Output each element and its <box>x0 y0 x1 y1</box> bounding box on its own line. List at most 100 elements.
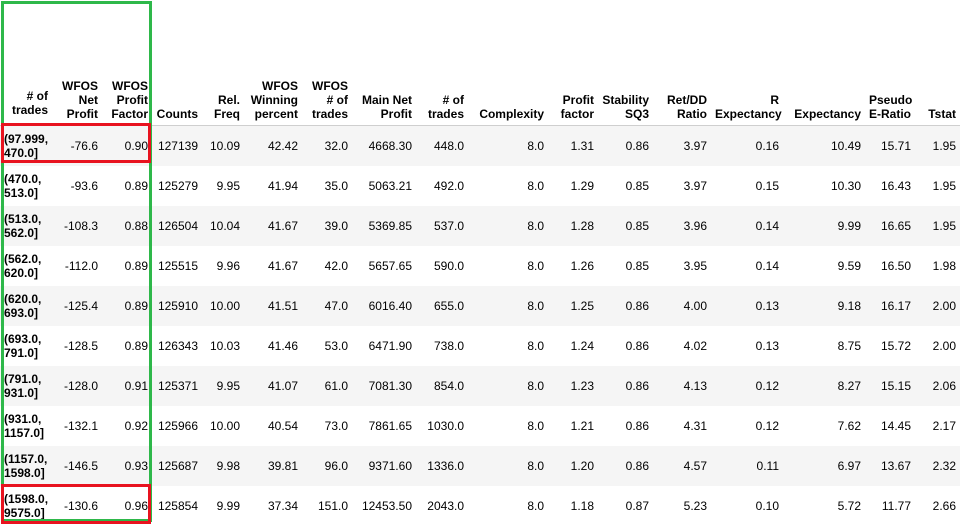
table-cell: 42.42 <box>267 138 298 153</box>
table-cell: 39.0 <box>324 218 348 233</box>
column-header[interactable]: Stability SQ3 <box>598 0 653 126</box>
row-index-label: (931.0, 1157.0] <box>4 411 45 440</box>
table-cell: 125371 <box>157 378 198 393</box>
table-cell: 0.85 <box>625 258 649 273</box>
table-cell: 0.85 <box>625 218 649 233</box>
table-cell: -128.0 <box>63 378 98 393</box>
table-cell: 854.0 <box>433 378 464 393</box>
column-header[interactable]: Complexity <box>468 0 548 126</box>
column-header[interactable]: R Expectancy <box>711 0 783 126</box>
table-cell: 738.0 <box>433 338 464 353</box>
column-header[interactable]: # of trades <box>416 0 468 126</box>
table-cell: 10.00 <box>209 418 240 433</box>
table-cell: 47.0 <box>324 298 348 313</box>
table-cell: 5063.21 <box>368 178 412 193</box>
table-cell: 15.71 <box>880 138 911 153</box>
table-row[interactable]: (97.999, 470.0] -76.6 0.90 127139 10.09 42.42… <box>0 125 960 166</box>
table-cell: 42.0 <box>324 258 348 273</box>
column-header[interactable]: Ret/DD Ratio <box>653 0 711 126</box>
table-cell: 8.0 <box>527 138 544 153</box>
column-header[interactable]: WFOS Net Profit <box>52 0 102 126</box>
table-cell: 8.75 <box>837 338 861 353</box>
table-cell: 1336.0 <box>427 458 464 473</box>
table-row[interactable]: (562.0, 620.0] -112.0 0.89 125515 9.96 41.67 4… <box>0 245 960 286</box>
table-cell: 9.96 <box>216 258 240 273</box>
table-cell: 4.31 <box>683 418 707 433</box>
table-cell: 12453.50 <box>361 498 412 513</box>
column-header[interactable]: Counts <box>152 0 202 126</box>
table-cell: 1.98 <box>932 258 956 273</box>
table-cell: 0.87 <box>625 498 649 513</box>
column-header[interactable]: WFOS # of trades <box>302 0 352 126</box>
row-index-label: (562.0, 620.0] <box>4 251 42 280</box>
column-header[interactable]: Expectancy <box>783 0 865 126</box>
column-header[interactable]: Main Net Profit <box>352 0 416 126</box>
table-cell: -112.0 <box>64 258 98 273</box>
table-cell: 5.72 <box>837 498 861 513</box>
table-cell: 0.86 <box>625 338 649 353</box>
table-cell: 73.0 <box>324 418 348 433</box>
column-header[interactable]: Profit factor <box>548 0 598 126</box>
table-cell: 4.02 <box>683 338 707 353</box>
table-cell: 9.18 <box>837 298 861 313</box>
table-cell: 2.00 <box>932 338 956 353</box>
table-row[interactable]: (620.0, 693.0] -125.4 0.89 125910 10.00 41.51… <box>0 285 960 326</box>
table-cell: 96.0 <box>324 458 348 473</box>
table-cell: 4.00 <box>683 298 707 313</box>
table-row[interactable]: (931.0, 1157.0] -132.1 0.92 125966 10.00 40.5… <box>0 405 960 446</box>
table-row[interactable]: (1598.0, 9575.0] -130.6 0.96 125854 9.99 37.3… <box>0 485 960 526</box>
table-cell: 10.00 <box>209 298 240 313</box>
table-cell: 125515 <box>157 258 198 273</box>
table-cell: 655.0 <box>433 298 464 313</box>
column-header[interactable]: WFOS Profit Factor <box>102 0 152 126</box>
table-cell: 9.95 <box>216 378 240 393</box>
table-cell: 41.67 <box>267 258 298 273</box>
table-cell: 8.0 <box>527 218 544 233</box>
table-cell: 13.67 <box>880 458 911 473</box>
table-cell: 590.0 <box>433 258 464 273</box>
table-row[interactable]: (693.0, 791.0] -128.5 0.89 126343 10.03 41.46… <box>0 325 960 366</box>
row-index-label: (513.0, 562.0] <box>4 211 42 240</box>
table-cell: 0.88 <box>124 218 148 233</box>
table-cell: 9.98 <box>216 458 240 473</box>
row-index-label: (620.0, 693.0] <box>4 291 42 320</box>
table-cell: 0.93 <box>124 458 148 473</box>
table-cell: 5657.65 <box>368 258 412 273</box>
table-cell: 2.66 <box>932 498 956 513</box>
table-cell: 0.12 <box>755 418 779 433</box>
table-cell: 16.43 <box>880 178 911 193</box>
table-header: # of trades WFOS Net Profit WFOS Profit … <box>0 0 960 126</box>
table-cell: 0.14 <box>755 218 779 233</box>
table-cell: 9.99 <box>216 498 240 513</box>
table-cell: 5369.85 <box>368 218 412 233</box>
column-header[interactable]: Pseudo E-Ratio <box>865 0 915 126</box>
table-cell: 4.57 <box>683 458 707 473</box>
table-cell: 125279 <box>157 178 198 193</box>
table-cell: 9.95 <box>216 178 240 193</box>
index-column-header[interactable]: # of trades <box>0 0 52 126</box>
table-cell: 0.96 <box>124 498 148 513</box>
table-cell: 0.13 <box>755 338 779 353</box>
table-cell: 7081.30 <box>368 378 412 393</box>
table-row[interactable]: (1157.0, 1598.0] -146.5 0.93 125687 9.98 39.8… <box>0 445 960 486</box>
table-cell: 8.27 <box>837 378 861 393</box>
table-cell: 53.0 <box>324 338 348 353</box>
table-cell: 6471.90 <box>368 338 412 353</box>
table-cell: 125910 <box>157 298 198 313</box>
table-row[interactable]: (470.0, 513.0] -93.6 0.89 125279 9.95 41.94 35… <box>0 165 960 206</box>
column-header[interactable]: Rel. Freq <box>202 0 244 126</box>
table-cell: 9.59 <box>837 258 861 273</box>
table-cell: 125687 <box>157 458 198 473</box>
table-cell: 10.03 <box>209 338 240 353</box>
table-cell: 1.29 <box>570 178 594 193</box>
table-cell: 2043.0 <box>427 498 464 513</box>
table-cell: 0.89 <box>124 298 148 313</box>
table-row[interactable]: (791.0, 931.0] -128.0 0.91 125371 9.95 41.07 6… <box>0 365 960 406</box>
table-cell: 2.00 <box>932 298 956 313</box>
table-cell: 5.23 <box>683 498 707 513</box>
column-header[interactable]: Tstat <box>915 0 960 126</box>
column-header[interactable]: WFOS Winning percent <box>244 0 302 126</box>
table-row[interactable]: (513.0, 562.0] -108.3 0.88 126504 10.04 41.67… <box>0 205 960 246</box>
table-cell: 492.0 <box>433 178 464 193</box>
